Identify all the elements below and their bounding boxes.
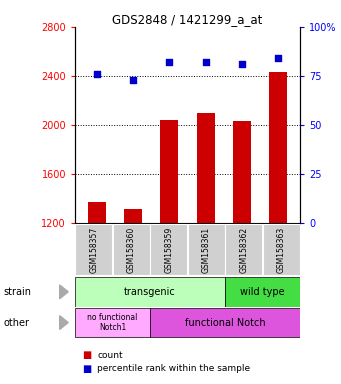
Bar [150, 308, 300, 337]
Bar [150, 224, 187, 275]
Bar [160, 120, 178, 369]
Bar [233, 121, 251, 369]
Text: GSM158362: GSM158362 [239, 227, 248, 273]
Text: ■: ■ [82, 350, 91, 360]
Bar [75, 277, 225, 306]
Bar [75, 308, 150, 337]
Bar [197, 113, 215, 369]
Text: wild type: wild type [240, 287, 285, 297]
Point [94, 71, 100, 77]
Text: count: count [97, 351, 123, 360]
Bar [113, 224, 150, 275]
Text: percentile rank within the sample: percentile rank within the sample [97, 364, 250, 373]
Text: other: other [3, 318, 29, 328]
Point [239, 61, 245, 67]
Text: transgenic: transgenic [124, 287, 176, 297]
Point [203, 59, 208, 65]
Text: strain: strain [3, 287, 31, 297]
Bar [225, 224, 262, 275]
Text: GSM158360: GSM158360 [127, 227, 136, 273]
Bar [188, 224, 225, 275]
Bar [269, 72, 287, 369]
Title: GDS2848 / 1421299_a_at: GDS2848 / 1421299_a_at [113, 13, 263, 26]
Text: GSM158357: GSM158357 [89, 227, 98, 273]
Text: GSM158361: GSM158361 [202, 227, 211, 273]
Text: no functional
Notch1: no functional Notch1 [87, 313, 138, 332]
Text: GSM158363: GSM158363 [277, 227, 286, 273]
Bar [124, 209, 142, 369]
Bar [75, 224, 112, 275]
Point [167, 59, 172, 65]
Text: ■: ■ [82, 364, 91, 374]
Point [276, 55, 281, 61]
Bar [225, 277, 300, 306]
Text: GSM158359: GSM158359 [164, 227, 173, 273]
Text: functional Notch: functional Notch [185, 318, 265, 328]
Point [130, 77, 136, 83]
Bar [263, 224, 300, 275]
Bar [88, 202, 106, 369]
